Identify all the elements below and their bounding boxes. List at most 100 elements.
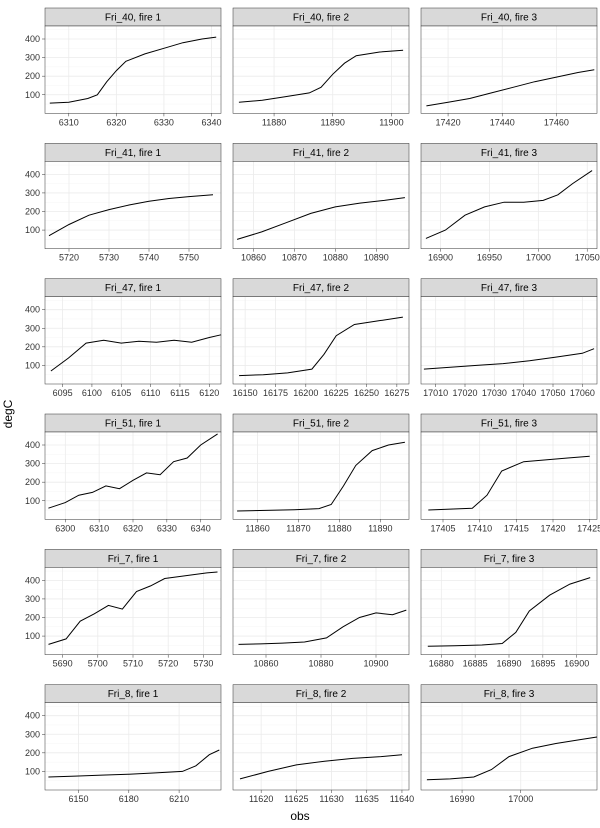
x-tick-label: 10870 <box>282 253 307 263</box>
x-tick-label: 5730 <box>99 253 119 263</box>
x-tick-label: 5720 <box>158 659 178 669</box>
x-tick-label: 5730 <box>193 659 213 669</box>
x-tick-label: 11625 <box>284 794 308 804</box>
x-tick-label: 6115 <box>170 388 189 398</box>
panel-title: Fri_41, fire 1 <box>105 148 162 159</box>
y-tick-label: 400 <box>25 169 40 179</box>
y-tick-label: 300 <box>25 459 40 469</box>
panel: Fri_51, fire 31740517410174151742017425 <box>421 414 600 533</box>
x-tick-label: 6180 <box>119 794 139 804</box>
y-tick-label: 200 <box>25 207 40 217</box>
x-tick-label: 11640 <box>390 794 414 804</box>
panel: Fri_51, fire 211860118701188011890 <box>233 414 409 533</box>
x-tick-label: 11635 <box>355 794 379 804</box>
x-tick-label: 6330 <box>154 117 174 127</box>
panel: Fri_8, fire 31699017000 <box>421 685 597 804</box>
panel: Fri_41, fire 210860108701088010890 <box>233 143 409 262</box>
x-tick-label: 16900 <box>564 659 589 669</box>
x-tick-label: 17440 <box>490 117 515 127</box>
x-tick-label: 16950 <box>477 253 502 263</box>
y-tick-label: 100 <box>25 360 40 370</box>
panel-title: Fri_41, fire 3 <box>481 148 538 159</box>
x-tick-label: 17460 <box>544 117 569 127</box>
x-axis-title: obs <box>290 809 309 823</box>
panel-title: Fri_40, fire 3 <box>481 13 538 24</box>
x-tick-label: 6310 <box>59 117 79 127</box>
x-tick-label: 16175 <box>263 388 288 398</box>
x-tick-label: 17420 <box>436 117 461 127</box>
y-tick-label: 300 <box>25 729 40 739</box>
x-tick-label: 17405 <box>430 523 455 533</box>
panel: Fri_40, fire 2 11880 11890 11900 <box>233 8 409 127</box>
x-tick-label: 11860 <box>245 523 269 533</box>
x-tick-label: 17040 <box>511 388 536 398</box>
x-tick-label: 16275 <box>384 388 409 398</box>
x-tick-label: 17000 <box>508 794 533 804</box>
x-tick-label: 16880 <box>429 659 454 669</box>
x-tick-label: 10900 <box>363 659 388 669</box>
x-tick-label: 16900 <box>428 253 453 263</box>
x-tick-label: 17050 <box>540 388 565 398</box>
panel: Fri_47, fire 317010170201703017040170501… <box>421 279 597 398</box>
panel: Fri_40, fire 3 17420 17440 17460 <box>421 8 597 127</box>
panel-title: Fri_41, fire 2 <box>293 148 350 159</box>
panel: Fri_40, fire 163106320633063401002003004… <box>25 8 222 127</box>
x-tick-label: 6340 <box>201 117 221 127</box>
x-tick-label: 6300 <box>55 523 75 533</box>
x-tick-label: 16200 <box>293 388 318 398</box>
panel: Fri_8, fire 1615061806210100200300400 <box>25 685 221 804</box>
x-tick-label: 11880 <box>327 523 351 533</box>
panel: Fri_7, fire 2108601088010900 <box>233 549 409 668</box>
panel-title: Fri_51, fire 3 <box>481 419 538 430</box>
x-tick-label: 6310 <box>89 523 109 533</box>
x-tick-label: 16150 <box>233 388 258 398</box>
x-tick-label: 6340 <box>191 523 211 533</box>
x-tick-label: 17420 <box>540 523 565 533</box>
panel-title: Fri_47, fire 2 <box>293 283 350 294</box>
x-tick-label: 6100 <box>82 388 102 398</box>
x-tick-label: 11880 <box>262 117 286 127</box>
panel-title: Fri_7, fire 3 <box>484 554 535 565</box>
panel: Fri_41, fire 3 16900 16950 17000 17050 <box>421 143 600 262</box>
panel-title: Fri_51, fire 1 <box>105 419 162 430</box>
x-tick-label: 10860 <box>253 659 278 669</box>
x-tick-label: 10890 <box>364 253 389 263</box>
x-tick-label: 16250 <box>354 388 379 398</box>
panel-title: Fri_8, fire 1 <box>108 689 159 700</box>
x-tick-label: 17050 <box>575 253 600 263</box>
y-tick-label: 400 <box>25 440 40 450</box>
panel-title: Fri_40, fire 2 <box>293 13 350 24</box>
x-tick-label: 16885 <box>463 659 488 669</box>
panel-title: Fri_47, fire 1 <box>105 283 162 294</box>
x-tick-label: 6110 <box>141 388 160 398</box>
x-tick-label: 5710 <box>123 659 143 669</box>
x-tick-label: 5700 <box>88 659 108 669</box>
panel: Fri_41, fire 157205730574057501002003004… <box>25 143 221 262</box>
y-tick-label: 100 <box>25 766 40 776</box>
y-tick-label: 200 <box>25 477 40 487</box>
facet-grid-chart: degCobsFri_40, fire 16310632063306340100… <box>0 0 600 828</box>
x-tick-label: 10860 <box>241 253 266 263</box>
y-tick-label: 400 <box>25 34 40 44</box>
x-tick-label: 17410 <box>467 523 492 533</box>
y-tick-label: 200 <box>25 748 40 758</box>
x-tick-label: 17000 <box>526 253 551 263</box>
y-tick-label: 300 <box>25 53 40 63</box>
y-tick-label: 400 <box>25 575 40 585</box>
y-tick-label: 200 <box>25 71 40 81</box>
x-tick-label: 11870 <box>286 523 310 533</box>
x-tick-label: 6095 <box>53 388 73 398</box>
x-tick-label: 6320 <box>123 523 143 533</box>
y-tick-label: 400 <box>25 711 40 721</box>
x-tick-label: 11890 <box>321 117 345 127</box>
y-tick-label: 300 <box>25 594 40 604</box>
panel-title: Fri_7, fire 1 <box>108 554 159 565</box>
y-tick-label: 100 <box>25 90 40 100</box>
panel: Fri_51, fire 163006310632063306340100200… <box>25 414 221 533</box>
x-tick-label: 6120 <box>199 388 219 398</box>
x-tick-label: 16990 <box>450 794 475 804</box>
x-tick-label: 11900 <box>379 117 403 127</box>
x-tick-label: 6330 <box>157 523 177 533</box>
panel: Fri_47, fire 216150161751620016225162501… <box>233 279 410 398</box>
panel-title: Fri_51, fire 2 <box>293 419 350 430</box>
